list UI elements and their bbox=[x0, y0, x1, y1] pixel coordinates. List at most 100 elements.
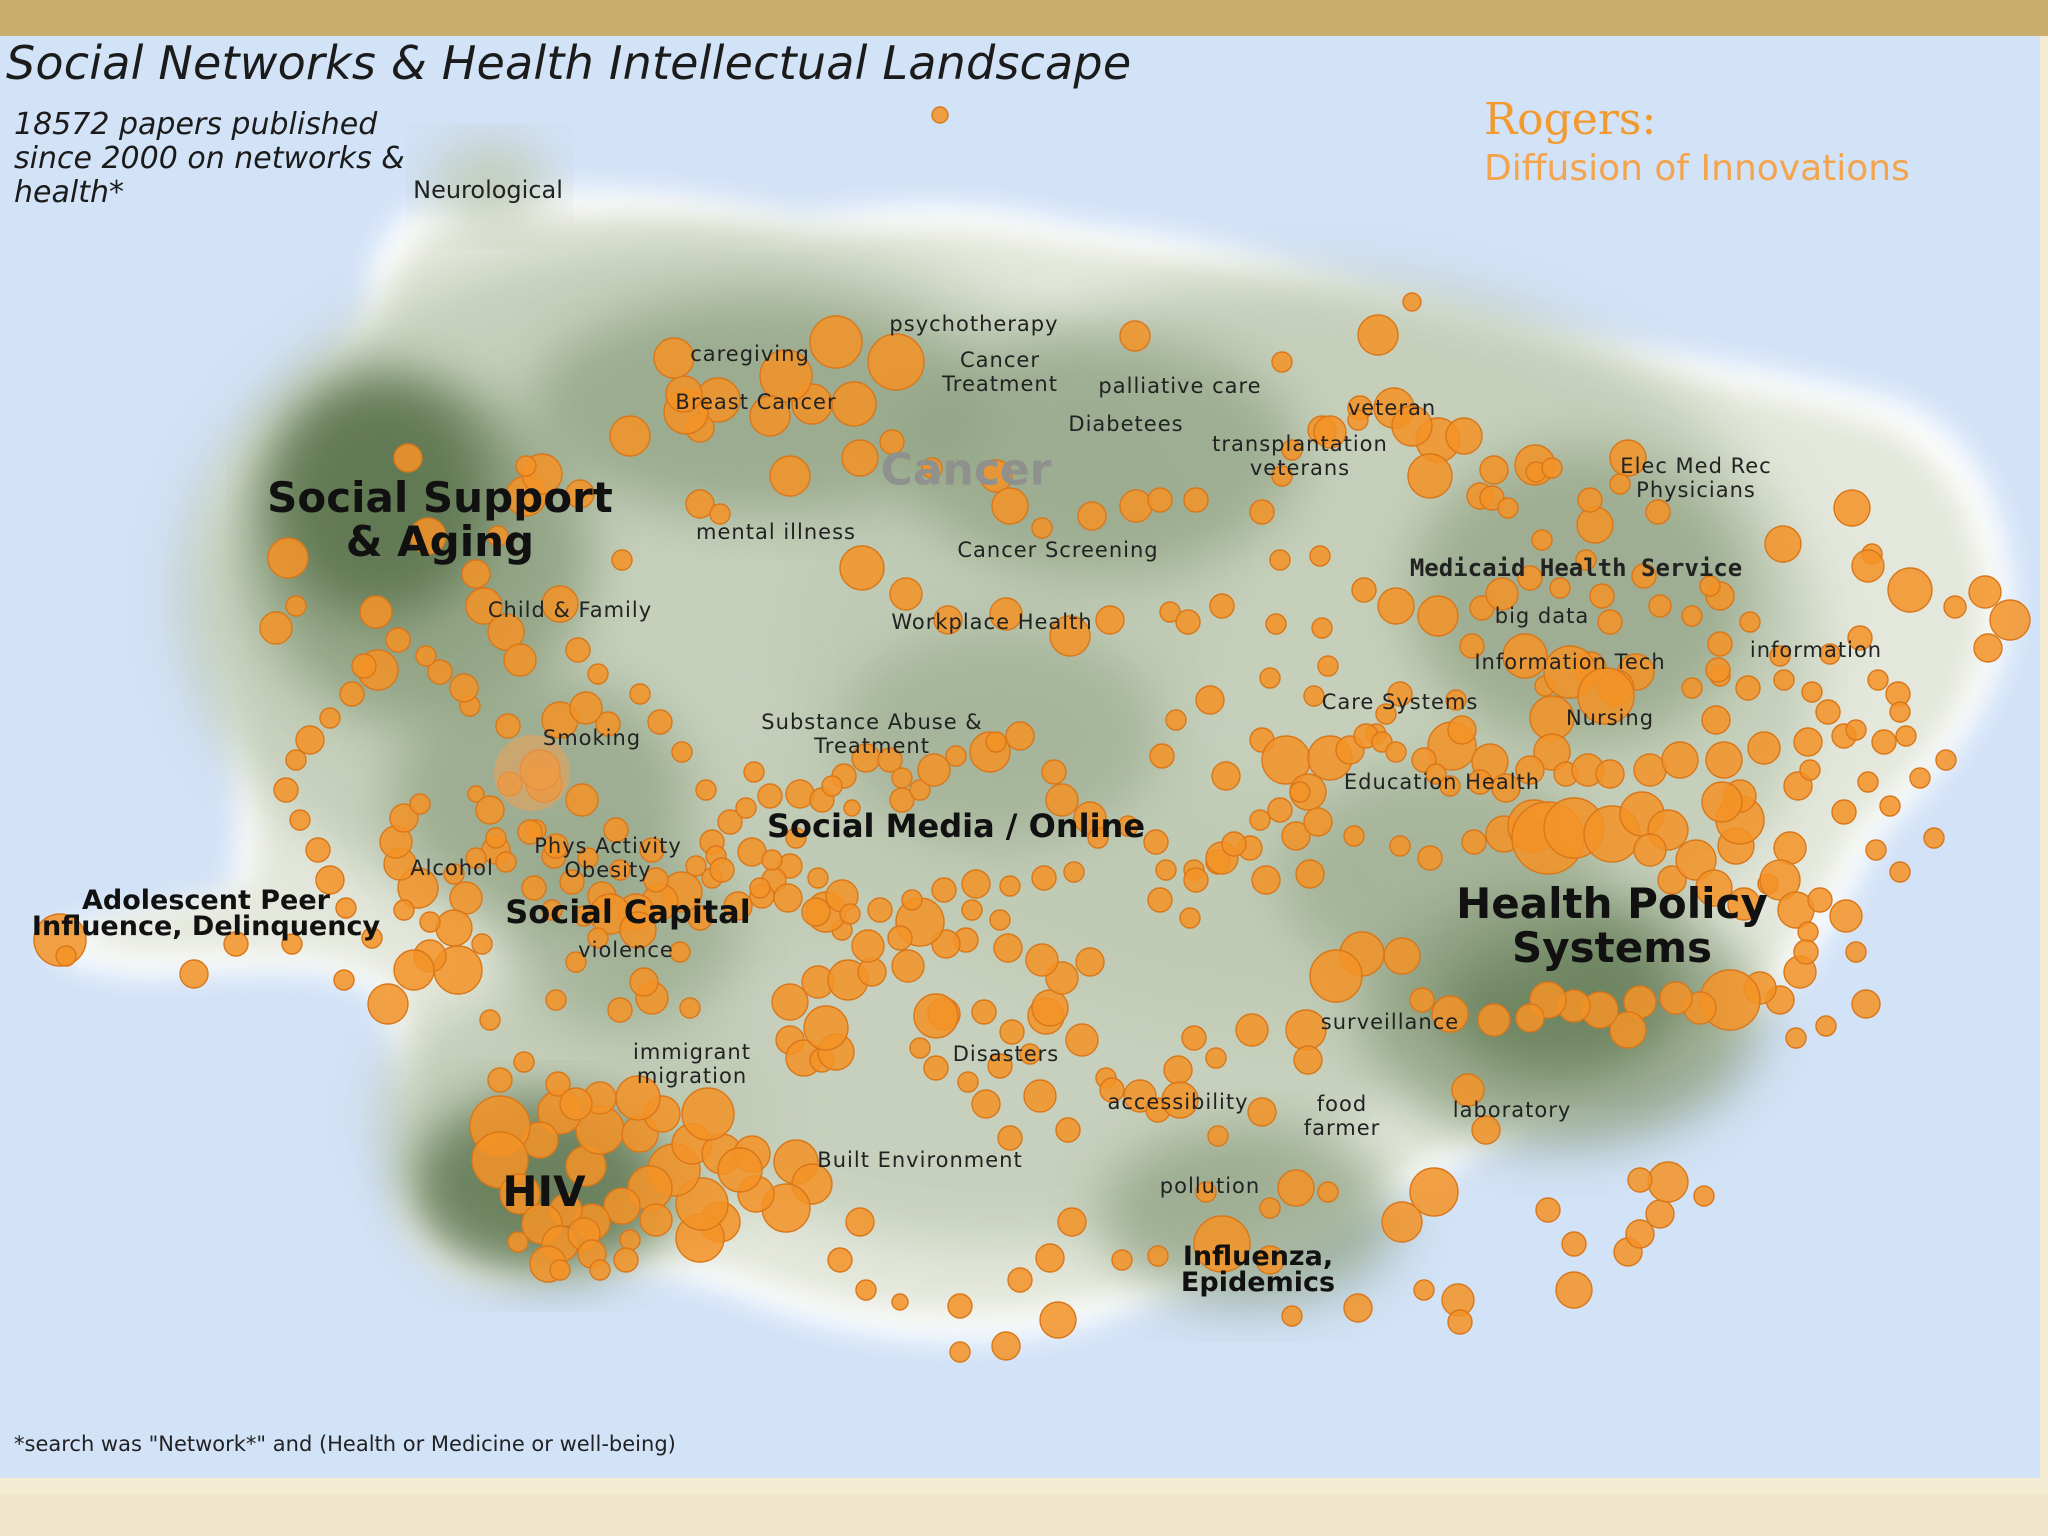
paper-node bbox=[1309, 949, 1363, 1003]
topic-label-caregiving: caregiving bbox=[690, 342, 810, 366]
paper-node bbox=[1413, 1279, 1435, 1301]
papers-count-note: 18572 papers published since 2000 on net… bbox=[14, 107, 405, 210]
paper-node bbox=[891, 1293, 909, 1311]
paper-node bbox=[1857, 771, 1879, 793]
paper-node bbox=[1175, 609, 1201, 635]
topic-label-social-capital: Social Capital bbox=[505, 896, 750, 928]
paper-node bbox=[1681, 605, 1703, 627]
paper-node bbox=[757, 783, 783, 809]
paper-node bbox=[1819, 643, 1841, 665]
topic-label-breast-cancer: Breast Cancer bbox=[675, 390, 836, 414]
paper-node bbox=[851, 929, 885, 963]
paper-node bbox=[565, 783, 599, 817]
topic-label-line: veteran bbox=[1347, 396, 1437, 420]
paper-node bbox=[717, 1147, 763, 1193]
paper-node bbox=[595, 711, 621, 737]
paper-node bbox=[1451, 1073, 1485, 1107]
topic-label-laboratory: laboratory bbox=[1453, 1098, 1572, 1122]
paper-node bbox=[1807, 887, 1833, 913]
paper-node bbox=[985, 731, 1007, 753]
topic-label-line: Cancer Screening bbox=[957, 538, 1159, 562]
paper-node bbox=[609, 859, 631, 881]
paper-node bbox=[1845, 719, 1867, 741]
topic-label-line: palliative care bbox=[1098, 374, 1262, 398]
paper-node bbox=[409, 793, 431, 815]
topic-label-information-tech: Information Tech bbox=[1474, 650, 1665, 674]
topic-label-line: Adolescent Peer bbox=[82, 885, 330, 916]
paper-node bbox=[319, 707, 341, 729]
paper-node bbox=[821, 775, 843, 797]
paper-node bbox=[1627, 1167, 1653, 1193]
topic-label-influenza: Influenza, Epidemics bbox=[1181, 1243, 1335, 1296]
paper-node bbox=[909, 1037, 931, 1059]
paper-node bbox=[855, 1279, 877, 1301]
paper-node bbox=[1797, 921, 1819, 943]
topic-label-line: transplantation bbox=[1212, 432, 1388, 456]
paper-node bbox=[1417, 595, 1459, 637]
paper-node bbox=[1531, 529, 1553, 551]
paper-node bbox=[1383, 937, 1421, 975]
paper-node bbox=[1149, 743, 1175, 769]
paper-node bbox=[1249, 499, 1275, 525]
paper-node bbox=[1833, 489, 1871, 527]
topic-label-line: pollution bbox=[1159, 1174, 1261, 1198]
paper-node bbox=[545, 1071, 571, 1097]
topic-label-physical-activity: Phys Activity Obesity bbox=[534, 834, 682, 882]
paper-node bbox=[587, 927, 609, 949]
topic-label-veteran: veteran bbox=[1348, 396, 1436, 420]
paper-node bbox=[1497, 497, 1519, 519]
paper-node bbox=[1923, 827, 1945, 849]
paper-node bbox=[559, 869, 585, 895]
paper-node bbox=[1609, 1011, 1647, 1049]
paper-node bbox=[487, 613, 525, 651]
paper-node bbox=[603, 817, 629, 843]
paper-node bbox=[1147, 1245, 1169, 1267]
paper-node bbox=[435, 909, 473, 947]
paper-node bbox=[1211, 761, 1241, 791]
paper-node bbox=[1865, 839, 1887, 861]
topic-label-line: farmer bbox=[1303, 1116, 1381, 1140]
topic-label-line: Cancer bbox=[960, 348, 1040, 372]
paper-node bbox=[931, 877, 957, 903]
paper-node bbox=[1431, 995, 1469, 1033]
paper-node bbox=[465, 587, 503, 625]
paper-node bbox=[1973, 633, 2003, 663]
paper-node bbox=[1049, 615, 1091, 657]
paper-node bbox=[931, 106, 949, 124]
paper-node bbox=[1045, 783, 1079, 817]
paper-node bbox=[761, 849, 783, 871]
paper-node bbox=[611, 549, 633, 571]
paper-node bbox=[545, 989, 567, 1011]
paper-node bbox=[1119, 489, 1153, 523]
search-footnote: *search was "Network*" and (Health or Me… bbox=[14, 1432, 676, 1456]
paper-node bbox=[1793, 727, 1823, 757]
paper-node bbox=[427, 659, 453, 685]
paper-node bbox=[653, 337, 695, 379]
paper-node bbox=[1747, 731, 1781, 765]
topic-label-line: Education Health bbox=[1343, 770, 1541, 794]
paper-node bbox=[957, 1071, 979, 1093]
paper-node bbox=[223, 931, 249, 957]
paper-node bbox=[1143, 829, 1169, 855]
paper-node bbox=[1259, 1197, 1281, 1219]
paper-node bbox=[1311, 617, 1333, 639]
paper-node bbox=[619, 1229, 641, 1251]
topic-label-surveillance: surveillance bbox=[1321, 1010, 1459, 1034]
paper-node bbox=[891, 767, 913, 789]
paper-node bbox=[1005, 721, 1035, 751]
paper-node bbox=[1207, 1125, 1229, 1147]
paper-node bbox=[1117, 815, 1139, 837]
topic-label-line: psychotherapy bbox=[889, 312, 1059, 336]
paper-node bbox=[499, 1173, 541, 1215]
density-blob bbox=[270, 376, 490, 616]
paper-node bbox=[1575, 549, 1597, 571]
paper-node bbox=[961, 899, 983, 921]
paper-node bbox=[1195, 1181, 1217, 1203]
paper-node bbox=[1633, 833, 1667, 867]
paper-node bbox=[1163, 1055, 1193, 1085]
topic-label-information-right: information bbox=[1750, 638, 1882, 662]
paper-node bbox=[1879, 795, 1901, 817]
paper-node bbox=[465, 847, 487, 869]
paper-node bbox=[1147, 887, 1173, 913]
paper-node bbox=[1831, 799, 1857, 825]
